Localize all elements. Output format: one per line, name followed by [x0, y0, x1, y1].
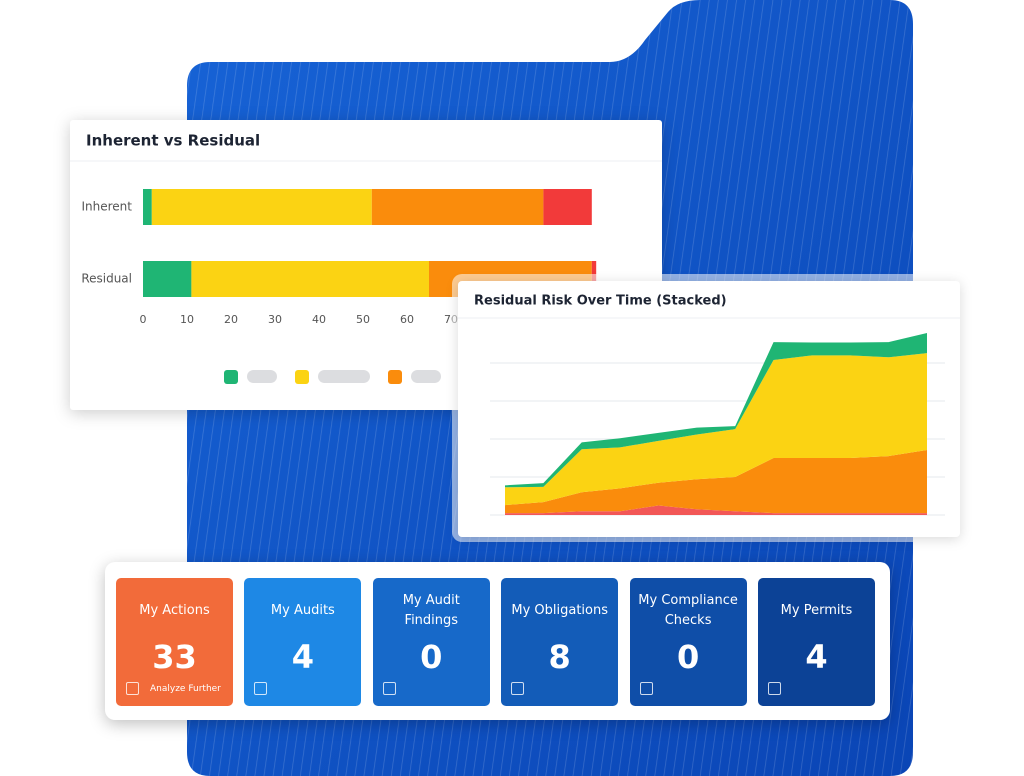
tile-icon [639, 682, 653, 695]
kpi-tile[interactable]: My Compliance Checks 0 [629, 578, 747, 706]
x-tick-label: 40 [312, 313, 326, 326]
bar-segment [143, 261, 192, 297]
x-tick-label: 0 [140, 313, 147, 326]
card-title: Inherent vs Residual [86, 132, 260, 150]
kpi-tile[interactable]: My Obligations 8 [501, 578, 619, 706]
x-tick-label: 20 [224, 313, 238, 326]
tile-label: My Obligations [511, 603, 609, 618]
tile-icon [126, 682, 139, 695]
area-card: Residual Risk Over Time (Stacked) [452, 274, 968, 542]
x-tick-label: 60 [400, 313, 414, 326]
area-series [505, 450, 927, 514]
kpi-tile[interactable]: My Actions 33 Analyze Further [116, 578, 233, 706]
bar-segment [151, 189, 372, 225]
tile-icon [382, 682, 396, 695]
tile-icon [511, 682, 525, 695]
kpi-tile[interactable]: My Permits 4 [758, 578, 875, 706]
tile-value: 4 [805, 638, 828, 676]
x-tick-label: 30 [268, 313, 282, 326]
tiles-panel: My Actions 33 Analyze Further My Audits 4 My … [105, 562, 890, 720]
tile-label: My Audits [270, 603, 335, 618]
tile-value: 8 [548, 638, 571, 676]
bar-segment [143, 189, 152, 225]
card-title: Residual Risk Over Time (Stacked) [474, 294, 727, 309]
tile-label: My Audit Findings [402, 593, 460, 628]
legend-label-placeholder [411, 370, 441, 383]
kpi-tile[interactable]: My Audit Findings 0 [372, 578, 490, 706]
tile-value: 0 [420, 638, 443, 676]
kpi-tile[interactable]: My Audits 4 [244, 578, 362, 706]
tile-footer: Analyze Further [150, 684, 221, 694]
legend-swatch [388, 370, 402, 384]
area-series [505, 332, 927, 488]
tile-icon [254, 682, 268, 695]
bar-segment [543, 189, 592, 225]
category-label: Inherent [82, 200, 133, 214]
legend-swatch [224, 370, 238, 384]
area-series [505, 353, 927, 506]
category-label: Residual [81, 272, 132, 286]
tile-label: My Actions [139, 603, 210, 618]
legend-label-placeholder [247, 370, 277, 383]
tile-value: 33 [152, 638, 197, 676]
tile-value: 4 [291, 638, 315, 676]
x-tick-label: 50 [356, 313, 370, 326]
bar-segment [371, 189, 544, 225]
legend-swatch [295, 370, 309, 384]
tile-label: My Permits [780, 603, 853, 618]
legend-label-placeholder [318, 370, 370, 383]
tile-icon [768, 682, 781, 695]
bar-segment [191, 261, 429, 297]
tile-label: My Compliance Checks [638, 593, 738, 628]
x-tick-label: 10 [180, 313, 194, 326]
tile-value: 0 [676, 638, 700, 676]
